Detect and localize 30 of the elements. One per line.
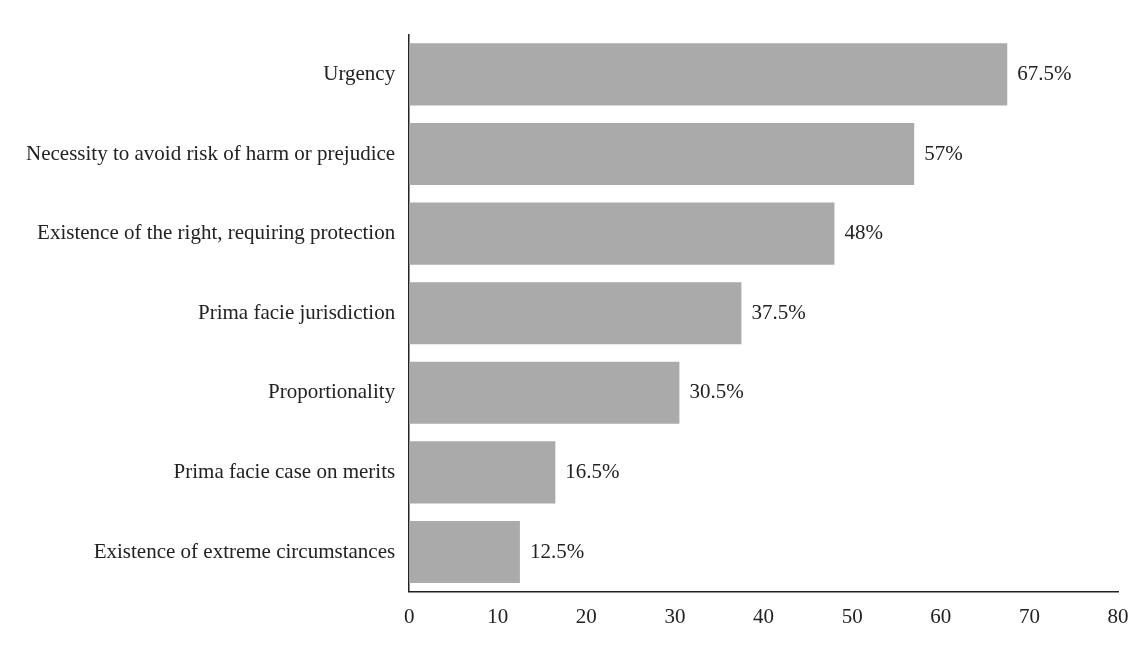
data-label: 16.5% xyxy=(565,458,620,483)
x-tick-label: 20 xyxy=(575,603,597,628)
data-label: 57% xyxy=(924,140,963,165)
bar xyxy=(409,520,520,584)
x-tick-label: 50 xyxy=(841,603,863,628)
y-tick-label: Proportionality xyxy=(267,379,396,404)
bar xyxy=(409,202,835,265)
x-tick-label: 30 xyxy=(664,603,686,628)
y-tick-label: Urgency xyxy=(323,60,396,85)
y-tick-label: Existence of the right, requiring protection xyxy=(37,220,396,245)
x-tick-label: 40 xyxy=(753,603,775,628)
x-tick-label: 80 xyxy=(1107,603,1129,628)
x-tick-label: 70 xyxy=(1018,603,1040,628)
x-tick-label: 0 xyxy=(403,603,415,628)
data-label: 12.5% xyxy=(529,538,585,563)
y-tick-label: Necessity to avoid risk of harm or prejudice xyxy=(26,140,396,165)
data-label: 67.5% xyxy=(1017,60,1072,85)
x-tick-label: 10 xyxy=(487,603,509,628)
bar xyxy=(409,122,915,186)
data-label: 30.5% xyxy=(689,379,744,404)
y-tick-label: Prima facie jurisdiction xyxy=(198,299,396,324)
bar xyxy=(409,43,1008,106)
data-label: 37.5% xyxy=(751,299,806,324)
y-tick-label: Existence of extreme circumstances xyxy=(93,538,396,563)
data-label: 48% xyxy=(844,220,883,245)
y-tick-label: Prima facie case on merits xyxy=(173,458,396,483)
bar xyxy=(409,282,742,345)
bar xyxy=(409,361,680,424)
bar xyxy=(409,441,556,504)
x-tick-label: 60 xyxy=(930,603,952,628)
